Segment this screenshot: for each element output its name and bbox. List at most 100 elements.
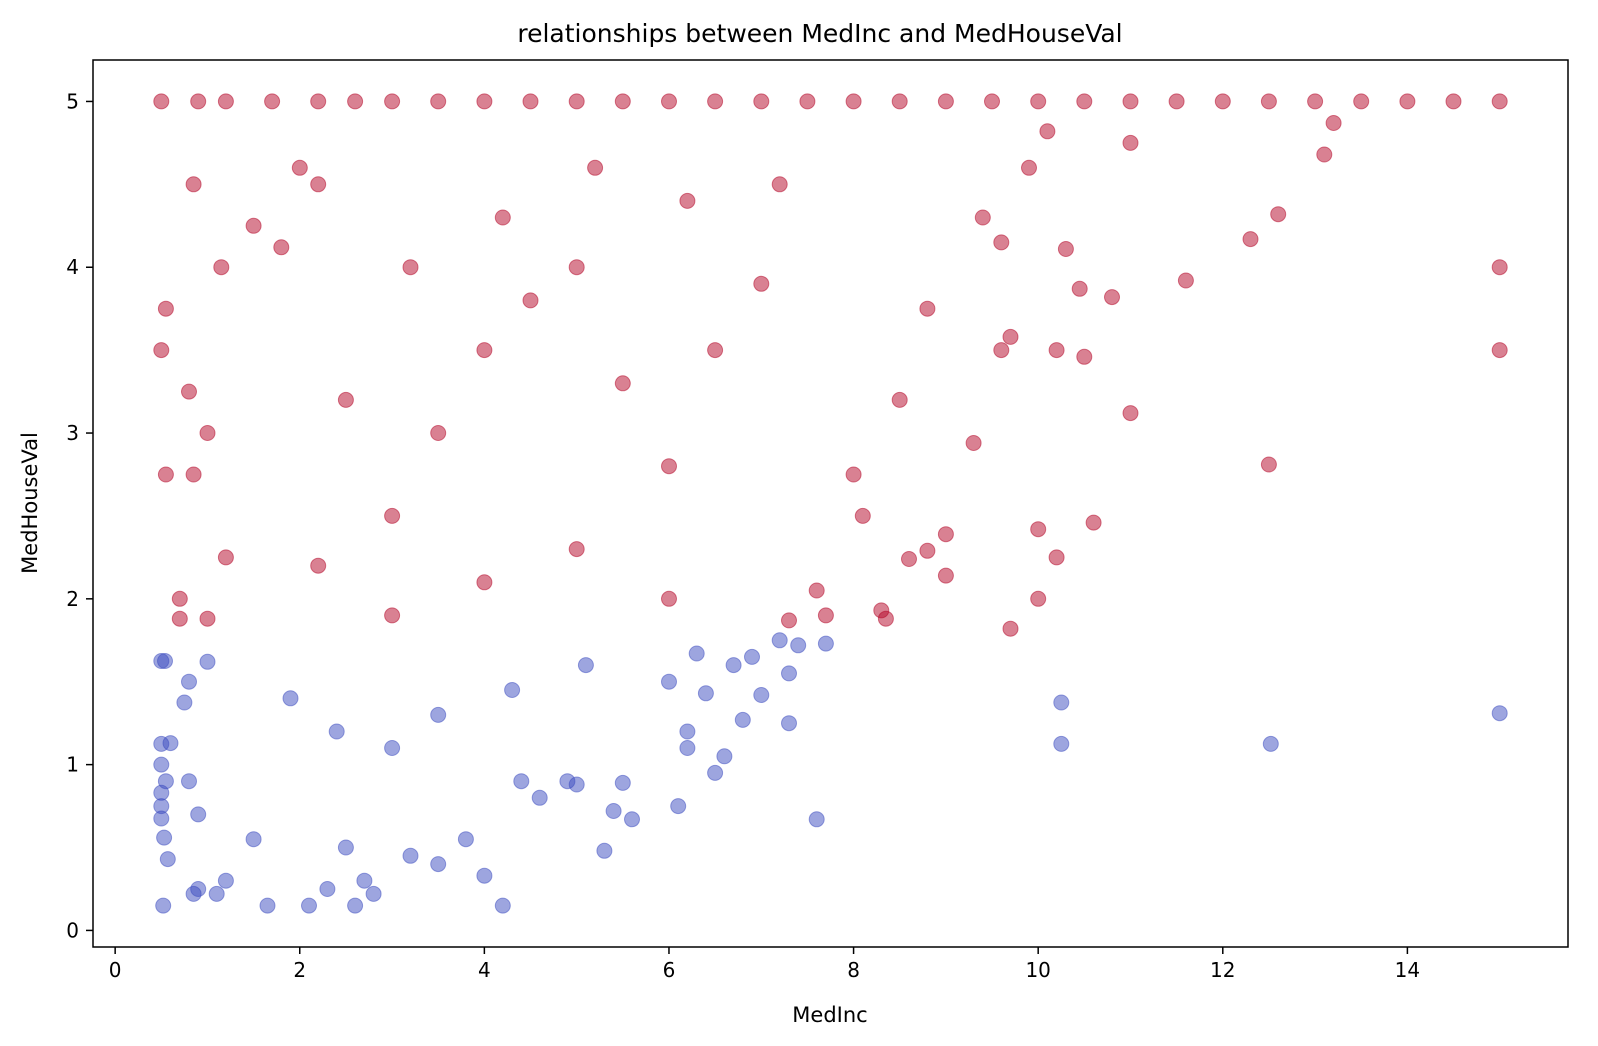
data-point [808,582,825,599]
data-point [937,93,954,110]
data-point [157,300,174,317]
data-point [245,831,262,848]
y-tick-label: 1 [66,753,79,777]
data-point [1177,272,1194,289]
data-point [1002,328,1019,345]
data-point [974,209,991,226]
data-point [1168,93,1185,110]
data-point [328,723,345,740]
data-point [753,93,770,110]
data-point [157,466,174,483]
data-point [199,610,216,627]
data-point [384,740,401,756]
data-point [679,723,696,740]
y-tick-label: 4 [66,255,79,279]
data-point [155,897,172,914]
data-point [707,764,724,781]
points-layer [153,93,1508,914]
data-point [1307,93,1324,110]
data-point [697,685,714,702]
data-point [1057,241,1074,257]
data-point [430,425,447,441]
data-point [596,842,613,859]
data-point [799,93,816,110]
y-tick-label: 3 [66,421,79,445]
data-point [1270,206,1287,223]
y-axis: 0 1 2 3 4 5 [66,89,93,942]
data-point [337,839,354,856]
data-point [559,773,576,790]
x-tick-label: 4 [478,958,491,982]
data-point [614,93,631,110]
x-tick-label: 12 [1210,958,1235,982]
data-point [817,635,834,652]
data-point [310,557,327,574]
data-point [1048,549,1065,566]
data-point [476,867,493,884]
data-point [1262,735,1279,752]
data-point [245,217,262,234]
x-tick-label: 14 [1395,958,1420,982]
data-point [771,176,788,193]
x-tick-label: 10 [1025,958,1050,982]
data-point [171,610,188,627]
data-point [817,607,834,624]
data-point [688,645,705,662]
data-point [771,632,788,649]
data-point [171,590,188,607]
x-axis: 0 2 4 6 8 10 12 14 [109,947,1420,982]
data-point [291,159,308,176]
data-point [1491,705,1508,722]
data-point [1002,620,1019,637]
data-point [1122,93,1139,110]
data-point [937,567,954,584]
data-point [181,673,197,690]
data-point [153,653,170,669]
x-tick-label: 2 [293,958,306,982]
data-point [624,811,640,828]
data-point [176,694,193,711]
data-point [790,637,807,654]
data-point [1260,93,1277,110]
data-point [1122,405,1139,422]
data-point [1048,342,1065,359]
data-point [661,590,677,607]
data-point [402,847,419,864]
data-point [670,798,687,815]
data-point [661,458,677,475]
data-point [347,93,364,110]
data-point [159,851,176,868]
data-point [587,159,604,176]
data-point [781,715,797,732]
data-point [753,687,770,703]
data-point [1445,93,1462,110]
data-point [153,342,170,359]
data-point [476,342,493,359]
data-point [1491,342,1508,359]
data-point [808,811,825,828]
data-point [1491,259,1508,276]
data-point [1104,289,1120,306]
data-point [337,391,354,408]
data-point [1030,93,1047,110]
data-point [1021,159,1037,176]
data-point [845,466,862,483]
data-point [984,93,1000,110]
y-tick-label: 2 [66,587,79,611]
data-point [707,342,724,359]
data-point [1076,93,1093,110]
data-point [1399,93,1416,110]
data-point [1030,590,1047,607]
data-point [568,93,585,110]
data-point [781,665,797,682]
data-point [531,789,548,806]
data-point [1491,93,1508,110]
data-point [1242,231,1259,248]
data-point [1260,456,1277,473]
data-point [153,784,170,801]
data-point [153,93,170,110]
data-point [217,549,234,566]
data-point [1030,521,1047,538]
data-point [891,93,908,110]
